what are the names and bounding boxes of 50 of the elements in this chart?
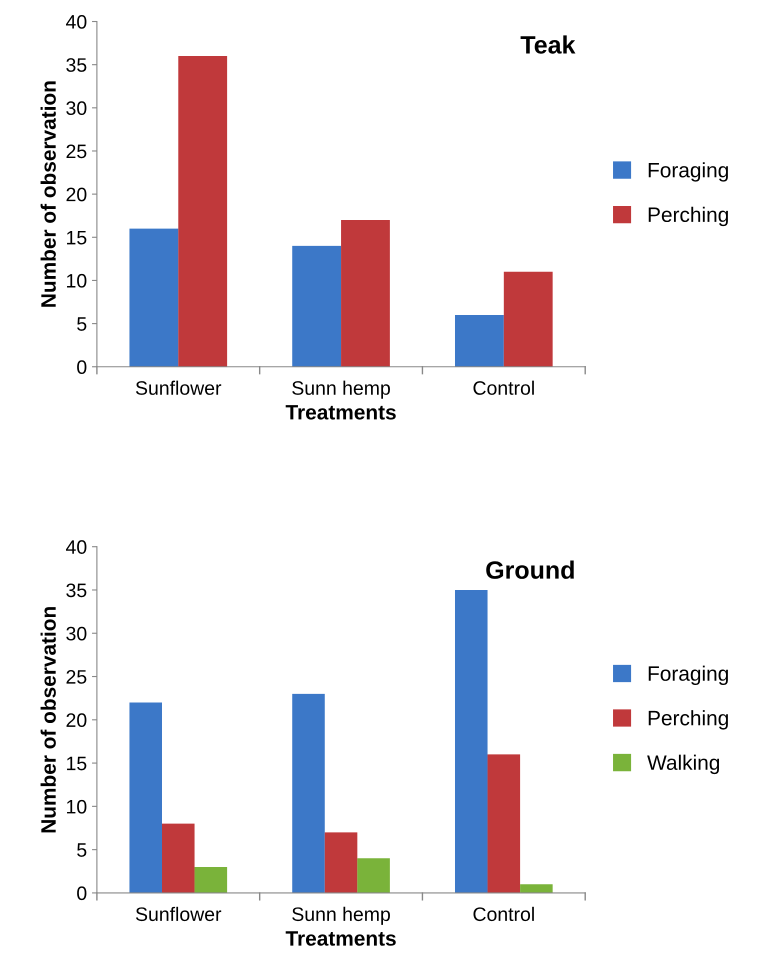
legend-label: Foraging [648, 162, 728, 182]
y-tick-label: 10 [67, 800, 86, 814]
x-tick-label: Control [473, 906, 534, 922]
y-tick-label: 5 [77, 317, 86, 331]
y-tick-label: 30 [66, 101, 86, 116]
legend-label: Perching [648, 710, 728, 730]
bar [292, 694, 325, 893]
bar [488, 754, 520, 893]
bar [162, 824, 195, 893]
x-axis-title: Treatments [286, 405, 396, 420]
y-tick-label: 20 [66, 713, 86, 728]
bar [504, 272, 553, 367]
bar [454, 590, 488, 893]
x-axis-title: Treatments [286, 931, 396, 946]
y-axis-title: Number of observation [40, 607, 56, 832]
y-tick-label: 40 [66, 14, 86, 29]
bar [129, 228, 178, 367]
bar [341, 220, 390, 367]
y-tick-label: 35 [66, 58, 86, 72]
y-tick-label: 10 [67, 274, 86, 288]
legend-label: Foraging [648, 666, 728, 686]
y-tick-label: 40 [66, 540, 86, 554]
y-tick-label: 20 [66, 188, 86, 202]
legend-label: Perching [648, 206, 728, 226]
x-tick-label: Sunflower [136, 906, 222, 922]
bar [178, 56, 228, 367]
y-tick-label: 25 [66, 670, 86, 684]
bar [129, 702, 162, 893]
x-tick-label: Sunn hemp [292, 380, 390, 399]
y-tick-label: 0 [77, 360, 86, 374]
bar [324, 832, 358, 893]
y-tick-label: 30 [66, 626, 86, 640]
bar [357, 858, 390, 893]
chart-title: Ground [486, 560, 574, 579]
x-tick-label: Sunflower [136, 380, 222, 395]
y-tick-label: 25 [66, 144, 86, 158]
legend-label: Walking [647, 754, 720, 774]
y-tick-label: 15 [67, 230, 86, 245]
y-tick-label: 15 [67, 756, 86, 770]
bar [292, 246, 342, 367]
bar [454, 314, 504, 367]
x-tick-label: Control [473, 380, 534, 395]
y-tick-label: 0 [77, 886, 86, 900]
y-tick-label: 5 [77, 843, 86, 857]
y-axis-title: Number of observation [40, 81, 56, 307]
chart-title: Teak [520, 35, 576, 54]
y-tick-label: 35 [66, 583, 86, 598]
bar [520, 884, 553, 893]
bar [194, 866, 228, 893]
x-tick-label: Sunn hemp [292, 906, 390, 925]
